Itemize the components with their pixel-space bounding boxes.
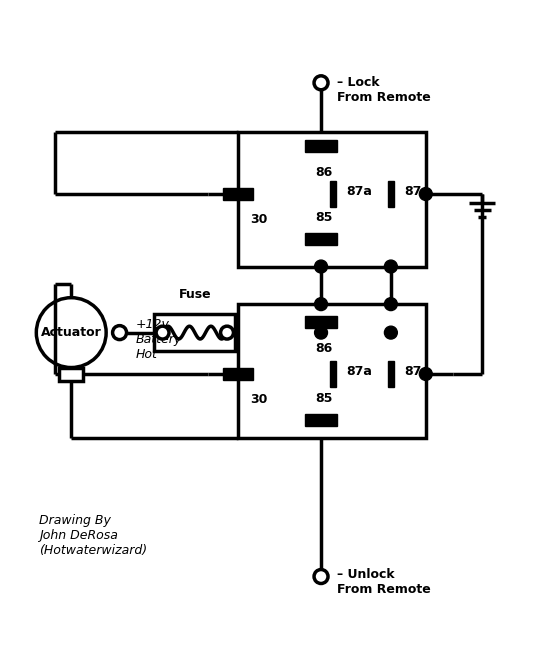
Circle shape xyxy=(314,569,328,583)
Bar xyxy=(305,316,337,328)
Circle shape xyxy=(220,326,233,339)
Text: 85: 85 xyxy=(315,211,333,224)
Text: 87: 87 xyxy=(404,365,422,378)
Text: – Lock
From Remote: – Lock From Remote xyxy=(337,76,431,104)
Bar xyxy=(305,140,337,152)
Bar xyxy=(238,132,426,267)
Circle shape xyxy=(315,298,327,310)
Circle shape xyxy=(420,187,432,201)
Text: 85: 85 xyxy=(315,392,333,404)
Text: +12v
Battery
Hot: +12v Battery Hot xyxy=(136,318,182,361)
Bar xyxy=(329,361,336,387)
Bar xyxy=(154,314,235,352)
Bar xyxy=(388,181,394,207)
Bar xyxy=(388,361,394,387)
Text: 86: 86 xyxy=(315,166,332,179)
Circle shape xyxy=(420,367,432,381)
Text: – Unlock
From Remote: – Unlock From Remote xyxy=(337,569,431,596)
Text: 87a: 87a xyxy=(346,365,372,378)
Bar xyxy=(305,232,337,244)
Text: 30: 30 xyxy=(251,393,268,406)
Circle shape xyxy=(113,326,126,340)
Text: 87a: 87a xyxy=(346,185,372,198)
Bar xyxy=(329,181,336,207)
Bar xyxy=(223,368,253,380)
Circle shape xyxy=(156,326,169,339)
Bar xyxy=(305,414,337,426)
Bar xyxy=(223,188,253,200)
Text: 86: 86 xyxy=(315,342,332,355)
Text: 87: 87 xyxy=(404,185,422,198)
Bar xyxy=(59,367,83,381)
Text: Fuse: Fuse xyxy=(179,289,211,301)
Bar xyxy=(238,304,426,438)
Circle shape xyxy=(315,326,327,339)
Circle shape xyxy=(384,298,397,310)
Text: 30: 30 xyxy=(251,213,268,226)
Text: Actuator: Actuator xyxy=(41,326,102,339)
Circle shape xyxy=(314,76,328,90)
Text: Drawing By
John DeRosa
(Hotwaterwizard): Drawing By John DeRosa (Hotwaterwizard) xyxy=(39,514,147,557)
Circle shape xyxy=(384,260,397,273)
Circle shape xyxy=(315,260,327,273)
Circle shape xyxy=(384,326,397,339)
